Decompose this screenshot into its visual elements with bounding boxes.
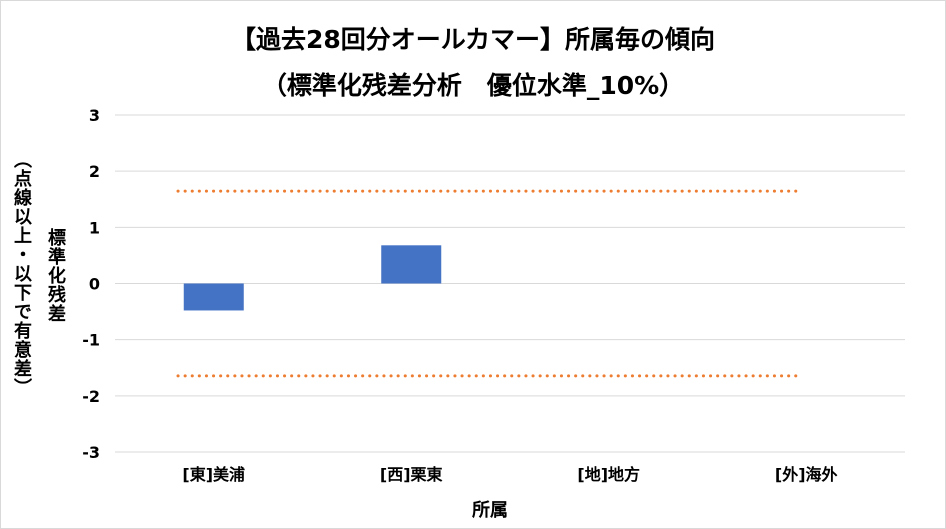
chart-title: 【過去28回分オールカマー】所属毎の傾向 — [230, 25, 716, 54]
x-category-label: [地]地方 — [577, 465, 640, 484]
x-category-label: [東]美浦 — [182, 465, 245, 484]
y-tick-label: 2 — [89, 162, 100, 181]
bar — [183, 283, 244, 311]
x-category-label: [外]海外 — [775, 465, 838, 484]
x-category-label: [西]栗東 — [380, 465, 443, 484]
y-tick-label: 1 — [89, 218, 100, 237]
y-axis-label-note: （点線以上・以下で有意差） — [11, 150, 32, 397]
x-axis-label: 所属 — [472, 500, 508, 521]
y-tick-label: 0 — [89, 275, 100, 294]
y-tick-label: -2 — [82, 387, 100, 406]
y-tick-label: -1 — [82, 331, 100, 350]
y-tick-label: -3 — [82, 443, 100, 462]
y-axis-label: （点線以上・以下で有意差） 標準化残差 — [8, 150, 68, 420]
y-axis-label-main: 標準化残差 — [45, 228, 66, 323]
bar — [381, 245, 442, 284]
y-tick-label: 3 — [89, 106, 100, 125]
chart-subtitle: （標準化残差分析 優位水準_10%） — [261, 71, 685, 100]
